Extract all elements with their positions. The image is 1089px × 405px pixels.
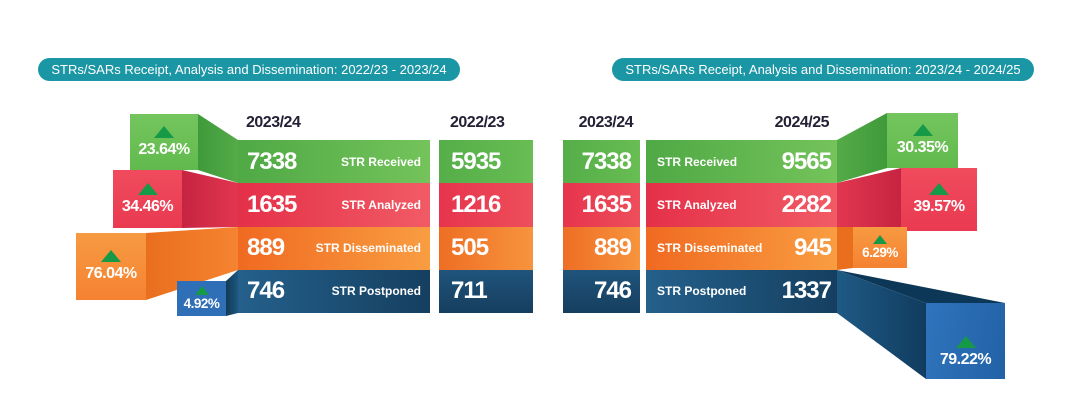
chart2-compare-column: 7338 1635 889 746 — [563, 140, 640, 313]
up-triangle-icon — [912, 124, 933, 136]
value: 7338 — [247, 147, 297, 175]
change-percent: 39.57% — [913, 198, 965, 215]
chart1-compare-column: 5935 1216 505 711 — [439, 140, 533, 313]
change-percent: 30.35% — [896, 139, 949, 156]
row-label: STR Disseminated — [657, 241, 763, 256]
change-percent: 4.92% — [183, 296, 220, 311]
compare-str-postponed: 746 — [563, 269, 640, 313]
value: 1216 — [451, 190, 501, 218]
ribbon-side-face — [837, 270, 926, 379]
chart2-title: STRs/SARs Receipt, Analysis and Dissemin… — [625, 62, 1021, 77]
value: 889 — [593, 234, 632, 262]
value: 7338 — [581, 147, 632, 175]
up-triangle-icon — [154, 125, 174, 138]
compare-str-analyzed: 1216 — [439, 183, 533, 227]
value: 746 — [247, 277, 285, 305]
chart2-compare-year-header: 2023/24 — [578, 114, 634, 131]
value: 746 — [593, 277, 632, 305]
chart2-main-year-header: 2024/25 — [774, 114, 830, 131]
value: 5935 — [451, 147, 501, 175]
chart1-disseminated-change-badge: 76.04% — [76, 233, 146, 300]
row-label: STR Received — [340, 154, 421, 169]
row-str-disseminated: 889 STR Disseminated — [238, 226, 430, 270]
change-percent: 76.04% — [85, 265, 137, 282]
row-label: STR Received — [657, 154, 738, 169]
up-triangle-icon — [101, 250, 121, 262]
fold-postponed-left — [226, 270, 238, 316]
compare-str-postponed: 711 — [439, 269, 533, 313]
row-label: STR Disseminated — [315, 241, 421, 256]
value: 1635 — [581, 190, 632, 218]
fold-received-left — [198, 114, 238, 183]
fold-analyzed-left — [182, 170, 238, 228]
row-str-postponed: 746 STR Postponed — [238, 269, 430, 313]
row-str-analyzed: 1635 STR Analyzed — [238, 183, 430, 227]
fold-disseminated-right — [837, 227, 853, 270]
value: 889 — [247, 234, 285, 262]
compare-str-analyzed: 1635 — [563, 183, 640, 227]
fold-disseminated-left — [146, 227, 238, 300]
chart1-title: STRs/SARs Receipt, Analysis and Dissemin… — [51, 62, 447, 77]
chart2-main-band: STR Received 9565 STR Analyzed 2282 STR … — [646, 140, 837, 313]
change-percent: 79.22% — [939, 351, 992, 368]
fold-received-right — [837, 113, 887, 183]
up-triangle-icon — [137, 182, 158, 195]
value: 505 — [451, 234, 489, 262]
fold-analyzed-right — [837, 168, 901, 231]
chart1-title-banner: STRs/SARs Receipt, Analysis and Dissemin… — [38, 58, 460, 81]
chart2-received-change-badge: 30.35% — [887, 113, 958, 168]
value: 2282 — [781, 190, 832, 218]
compare-str-disseminated: 505 — [439, 226, 533, 270]
chart2-disseminated-change-badge: 6.29% — [853, 227, 907, 268]
row-label: STR Postponed — [657, 284, 747, 299]
row-str-disseminated: STR Disseminated 945 — [646, 226, 837, 270]
chart1-postponed-change-badge: 4.92% — [177, 281, 226, 316]
value: 1635 — [247, 190, 297, 218]
chart1-main-year-header: 2023/24 — [246, 114, 301, 131]
change-percent: 6.29% — [862, 245, 898, 260]
row-label: STR Analyzed — [657, 197, 737, 212]
ribbon-top-face — [837, 270, 1005, 303]
compare-str-disseminated: 889 — [563, 226, 640, 270]
chart2-title-banner: STRs/SARs Receipt, Analysis and Dissemin… — [612, 58, 1034, 81]
chart1-received-change-badge: 23.64% — [130, 114, 198, 170]
value: 9565 — [781, 147, 832, 175]
up-triangle-icon — [873, 235, 887, 244]
row-str-postponed: STR Postponed 1337 — [646, 269, 837, 313]
row-str-analyzed: STR Analyzed 2282 — [646, 183, 837, 227]
chart2-analyzed-change-badge: 39.57% — [901, 168, 977, 231]
chart1-compare-year-header: 2022/23 — [450, 114, 505, 131]
value: 945 — [793, 234, 832, 262]
up-triangle-icon — [955, 336, 976, 348]
compare-str-received: 7338 — [563, 140, 640, 184]
up-triangle-icon — [194, 286, 209, 295]
value: 711 — [451, 277, 488, 305]
up-triangle-icon — [929, 183, 949, 195]
chart1-main-band: 7338 STR Received 1635 STR Analyzed 889 … — [238, 140, 430, 313]
value: 1337 — [781, 277, 832, 305]
chart2-postponed-change-badge: 79.22% — [926, 303, 1005, 379]
row-label: STR Postponed — [331, 284, 421, 299]
compare-str-received: 5935 — [439, 140, 533, 184]
row-str-received: 7338 STR Received — [238, 140, 430, 184]
row-label: STR Analyzed — [341, 197, 421, 212]
change-percent: 23.64% — [138, 140, 190, 158]
change-percent: 34.46% — [121, 197, 174, 215]
chart1-analyzed-change-badge: 34.46% — [113, 170, 182, 228]
row-str-received: STR Received 9565 — [646, 140, 837, 184]
